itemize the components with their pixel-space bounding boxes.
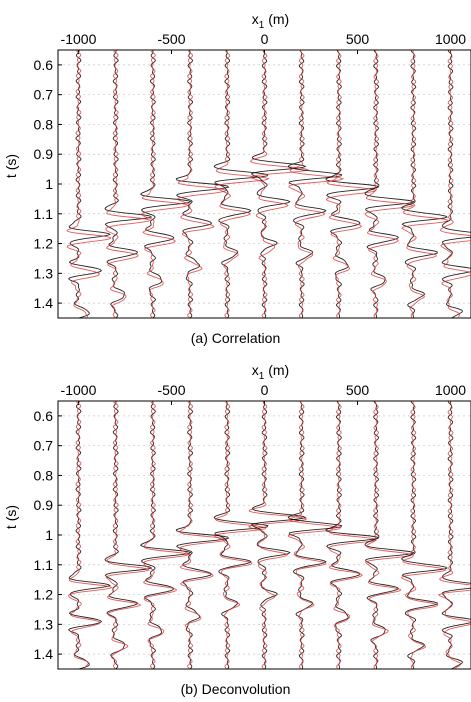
x-axis-label: x1 (m) <box>252 362 289 382</box>
trace-red-x200 <box>287 401 341 669</box>
trace-red-x-400 <box>177 50 227 318</box>
trace-red-x-400 <box>178 401 228 669</box>
x-axis-label: x1 (m) <box>252 11 289 31</box>
trace-red-x-1000 <box>66 50 112 318</box>
x-tick-label: 0 <box>261 31 269 47</box>
panel-correlation: 0.6 0.7 0.8 0.9 1 1.1 1.2 1.3 1.4 -1000 -500 0 500 10… <box>3 11 471 346</box>
y-tick-label: 1.1 <box>34 206 54 222</box>
trace-red-x0 <box>247 401 307 669</box>
y-tick-label: 1.3 <box>34 616 54 632</box>
y-tick-label: 0.8 <box>34 116 54 132</box>
y-tick-label: 1.2 <box>34 587 54 603</box>
x-tick-label: -500 <box>157 382 185 398</box>
y-tick-label: 1.4 <box>34 646 54 662</box>
trace-red-x-200 <box>214 50 270 318</box>
y-tick-label: 1.2 <box>34 236 54 252</box>
x-tick-label: -500 <box>157 31 185 47</box>
x-tick-label: 500 <box>346 31 370 47</box>
caption-correlation: (a) Correlation <box>190 330 281 346</box>
trace-black-x-1000 <box>68 50 111 318</box>
x-tick-label: 1000 <box>435 31 466 47</box>
trace-red-x-800 <box>105 401 150 669</box>
y-tick-label: 0.7 <box>34 87 54 103</box>
trace-red-x0 <box>249 50 309 318</box>
trace-red-x800 <box>401 50 449 318</box>
y-tick-label: 1.4 <box>34 295 54 311</box>
seismic-trace-plot-correlation: 0.6 0.7 0.8 0.9 1 1.1 1.2 1.3 1.4 -1000 -500 0 500 10… <box>3 11 471 319</box>
y-tick-label: 1.1 <box>34 557 54 573</box>
y-tick-label: 1 <box>45 176 53 192</box>
y-axis-label: t (s) <box>3 505 19 529</box>
x-tick-label: -1000 <box>61 382 97 398</box>
x-tick-label: 500 <box>346 382 370 398</box>
trace-red-x1000 <box>440 50 471 318</box>
seismic-trace-plot-deconvolution: 0.6 0.7 0.8 0.9 1 1.1 1.2 1.3 1.4 -1000 -500 0 500 10… <box>3 362 471 670</box>
trace-red-x-800 <box>105 50 151 318</box>
y-tick-label: 0.6 <box>34 57 54 73</box>
y-axis-label: t (s) <box>3 154 19 178</box>
trace-red-x-600 <box>141 50 189 318</box>
y-tick-label: 0.7 <box>34 438 54 454</box>
trace-red-x-1000 <box>68 401 113 669</box>
trace-red-x600 <box>365 401 413 669</box>
trace-red-x800 <box>400 401 447 669</box>
panel-deconvolution: 0.6 0.7 0.8 0.9 1 1.1 1.2 1.3 1.4 -1000 -500 0 500 10… <box>0 351 471 702</box>
y-tick-label: 0.9 <box>34 146 54 162</box>
trace-black-x-600 <box>139 50 192 318</box>
trace-red-x400 <box>325 50 377 318</box>
x-tick-label: 1000 <box>435 382 466 398</box>
traces-group <box>66 50 471 318</box>
y-tick-label: 0.8 <box>34 467 54 483</box>
traces-group <box>68 401 471 669</box>
trace-red-x600 <box>364 50 415 318</box>
x-tick-label: 0 <box>261 382 269 398</box>
y-tick-label: 0.9 <box>34 497 54 513</box>
caption-deconvolution: (b) Deconvolution <box>180 681 291 697</box>
trace-black-x-600 <box>139 401 192 669</box>
y-tick-label: 1.3 <box>34 265 54 281</box>
trace-black-x-1000 <box>68 401 111 669</box>
y-tick-label: 1 <box>45 527 53 543</box>
x-tick-label: -1000 <box>61 31 97 47</box>
trace-black-x-800 <box>104 50 153 318</box>
trace-red-x400 <box>328 401 377 669</box>
trace-red-x-600 <box>142 401 190 669</box>
trace-red-x200 <box>288 50 345 318</box>
trace-black-x-800 <box>104 401 153 669</box>
trace-red-x-200 <box>213 401 267 669</box>
y-tick-label: 0.6 <box>34 408 54 424</box>
